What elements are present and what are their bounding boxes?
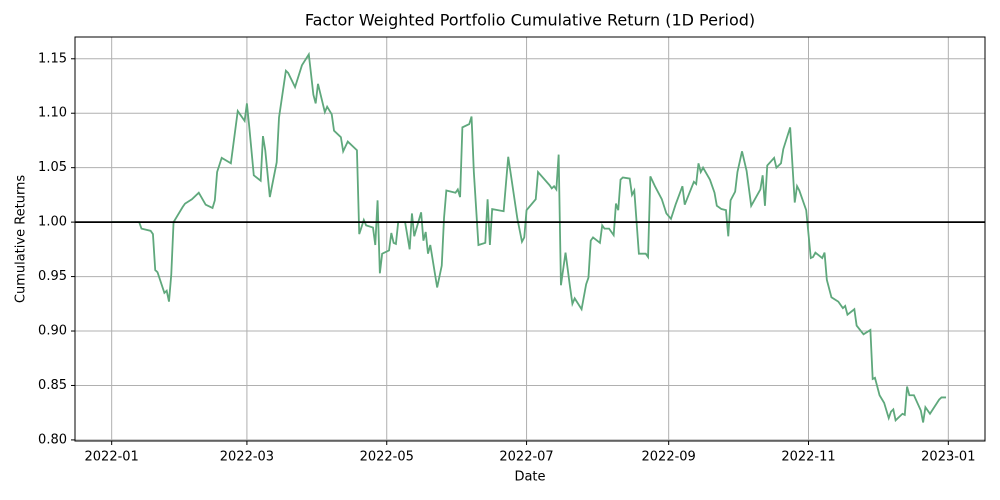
y-tick-label: 0.80 xyxy=(38,432,67,447)
x-tick-label: 2022-11 xyxy=(781,450,835,465)
line xyxy=(111,51,947,423)
x-tick-label: 2023-01 xyxy=(921,450,975,465)
y-tick-label: 0.95 xyxy=(38,269,67,284)
y-tick-label: 1.05 xyxy=(38,160,67,175)
x-axis-label: Date xyxy=(514,470,545,485)
y-tick-label: 1.15 xyxy=(38,51,67,66)
chart-title: Factor Weighted Portfolio Cumulative Ret… xyxy=(305,11,755,30)
y-axis-label: Cumulative Returns xyxy=(14,175,29,303)
x-tick-label: 2022-09 xyxy=(642,450,696,465)
y-tick-label: 1.00 xyxy=(38,215,67,230)
x-tick-label: 2022-05 xyxy=(360,450,414,465)
plot-frame xyxy=(74,36,986,442)
y-tick-label: 0.90 xyxy=(38,324,67,339)
x-tick-label: 2022-01 xyxy=(85,450,139,465)
x-tick-label: 2022-03 xyxy=(220,450,274,465)
y-tick-label: 0.85 xyxy=(38,378,67,393)
y-tick-label: 1.10 xyxy=(38,106,67,121)
x-tick-label: 2022-07 xyxy=(499,450,553,465)
